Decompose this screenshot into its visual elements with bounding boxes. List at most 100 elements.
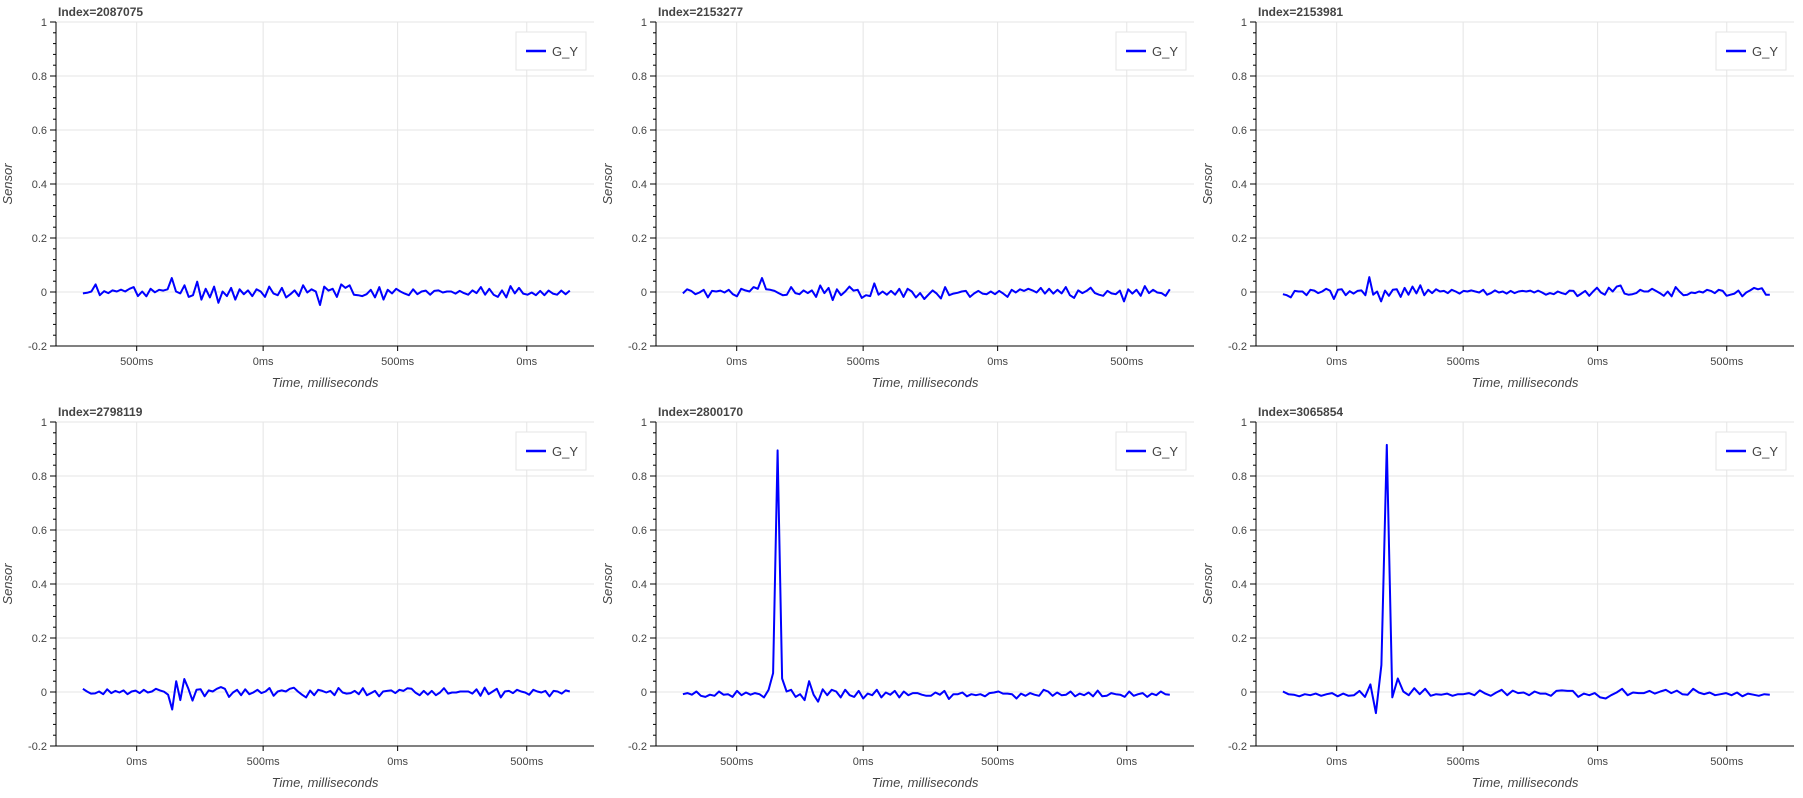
series-line-g-y <box>82 678 571 711</box>
y-tick-label: 0.8 <box>1232 471 1247 483</box>
series-line-g-y <box>682 277 1171 303</box>
x-axis-label: Time, milliseconds <box>872 375 979 390</box>
series-line-g-y <box>82 277 571 306</box>
y-tick-label: -0.2 <box>628 741 647 753</box>
series-line-g-y <box>1282 276 1770 303</box>
y-tick-label: 0.8 <box>32 71 47 83</box>
x-tick-label: 500ms <box>1447 356 1481 368</box>
y-tick-label: 0.6 <box>32 525 47 537</box>
x-tick-label: 0ms <box>1326 356 1347 368</box>
x-tick-label: 500ms <box>1447 756 1481 768</box>
y-tick-label: 1 <box>41 417 47 429</box>
y-axis-label: Sensor <box>0 163 15 205</box>
legend-label: G_Y <box>552 44 578 59</box>
y-tick-label: 0.4 <box>632 179 647 191</box>
y-tick-label: 0.2 <box>632 633 647 645</box>
y-tick-label: 0.4 <box>1232 179 1247 191</box>
x-tick-label: 0ms <box>1116 756 1137 768</box>
chart-title: Index=2800170 <box>658 405 743 419</box>
x-tick-label: 500ms <box>1710 356 1744 368</box>
x-tick-label: 500ms <box>1710 756 1744 768</box>
y-tick-label: 1 <box>641 417 647 429</box>
chart-panel: Index=2153981 -0.2 0 0.2 0.4 0.6 0.8 1 0ms 500ms 0… <box>1200 5 1794 390</box>
legend-label: G_Y <box>1152 44 1178 59</box>
y-tick-label: 0.6 <box>632 525 647 537</box>
chart-title: Index=2798119 <box>58 405 143 419</box>
y-tick-label: 1 <box>641 17 647 29</box>
y-tick-label: 0.2 <box>1232 633 1247 645</box>
y-tick-label: 0.8 <box>1232 71 1247 83</box>
y-tick-label: 1 <box>1241 417 1247 429</box>
y-tick-label: 1 <box>41 17 47 29</box>
y-tick-label: 0.4 <box>1232 579 1247 591</box>
series-line-g-y <box>682 449 1170 703</box>
y-tick-label: 0.8 <box>32 471 47 483</box>
series-line-g-y <box>1282 443 1770 715</box>
y-tick-label: 0.6 <box>632 125 647 137</box>
x-tick-label: 0ms <box>126 756 147 768</box>
chart-title: Index=2087075 <box>58 5 143 19</box>
legend-label: G_Y <box>1752 44 1778 59</box>
x-axis-label: Time, milliseconds <box>272 775 379 790</box>
y-tick-label: 0.4 <box>632 579 647 591</box>
x-axis-label: Time, milliseconds <box>1472 375 1579 390</box>
chart-title: Index=2153981 <box>1258 5 1343 19</box>
x-tick-label: 0ms <box>516 356 537 368</box>
y-axis-label: Sensor <box>1200 163 1215 205</box>
x-axis-label: Time, milliseconds <box>272 375 379 390</box>
y-tick-label: 0.8 <box>632 71 647 83</box>
y-tick-label: 0.2 <box>32 233 47 245</box>
y-tick-label: 0.4 <box>32 179 47 191</box>
legend-label: G_Y <box>1752 444 1778 459</box>
x-axis-label: Time, milliseconds <box>872 775 979 790</box>
y-tick-label: 0 <box>1241 687 1247 699</box>
x-tick-label: 500ms <box>847 356 881 368</box>
y-tick-label: 0.4 <box>32 579 47 591</box>
chart-title: Index=2153277 <box>658 5 743 19</box>
y-tick-label: -0.2 <box>28 341 47 353</box>
chart-panel: Index=2087075 -0.2 0 0.2 0.4 0.6 0.8 1 500ms 0ms 5… <box>0 5 594 390</box>
legend-label: G_Y <box>1152 444 1178 459</box>
x-tick-label: 0ms <box>987 356 1008 368</box>
chart-panel: Index=3065854 -0.2 0 0.2 0.4 0.6 0.8 1 0ms 500ms 0… <box>1200 405 1794 790</box>
y-tick-label: -0.2 <box>1228 741 1247 753</box>
y-tick-label: 0.2 <box>632 233 647 245</box>
x-axis-label: Time, milliseconds <box>1472 775 1579 790</box>
x-tick-label: 500ms <box>381 356 415 368</box>
y-tick-label: 0 <box>41 687 47 699</box>
y-axis-label: Sensor <box>0 563 15 605</box>
x-tick-label: 500ms <box>1110 356 1144 368</box>
y-axis-label: Sensor <box>600 163 615 205</box>
chart-panel: Index=2153277 -0.2 0 0.2 0.4 0.6 0.8 1 0ms 500ms 0… <box>600 5 1194 390</box>
y-tick-label: 0 <box>1241 287 1247 299</box>
x-tick-label: 500ms <box>247 756 281 768</box>
y-tick-label: -0.2 <box>1228 341 1247 353</box>
y-tick-label: 0.6 <box>32 125 47 137</box>
x-tick-label: 500ms <box>981 756 1015 768</box>
x-tick-label: 0ms <box>1587 756 1608 768</box>
y-tick-label: -0.2 <box>628 341 647 353</box>
x-tick-label: 0ms <box>253 356 274 368</box>
y-tick-label: 0.2 <box>32 633 47 645</box>
x-tick-label: 0ms <box>1587 356 1608 368</box>
x-tick-label: 500ms <box>720 756 754 768</box>
y-tick-label: 0 <box>641 687 647 699</box>
chart-title: Index=3065854 <box>1258 405 1343 419</box>
y-tick-label: -0.2 <box>28 741 47 753</box>
y-tick-label: 0.6 <box>1232 125 1247 137</box>
y-tick-label: 0 <box>41 287 47 299</box>
x-tick-label: 0ms <box>1326 756 1347 768</box>
x-tick-label: 500ms <box>120 356 154 368</box>
x-tick-label: 0ms <box>853 756 874 768</box>
y-tick-label: 0.2 <box>1232 233 1247 245</box>
y-tick-label: 0.8 <box>632 471 647 483</box>
y-tick-label: 1 <box>1241 17 1247 29</box>
x-tick-label: 0ms <box>726 356 747 368</box>
y-axis-label: Sensor <box>600 563 615 605</box>
y-tick-label: 0 <box>641 287 647 299</box>
chart-panel: Index=2798119 -0.2 0 0.2 0.4 0.6 0.8 1 0ms 500ms 0… <box>0 405 594 790</box>
x-tick-label: 0ms <box>387 756 408 768</box>
legend-label: G_Y <box>552 444 578 459</box>
